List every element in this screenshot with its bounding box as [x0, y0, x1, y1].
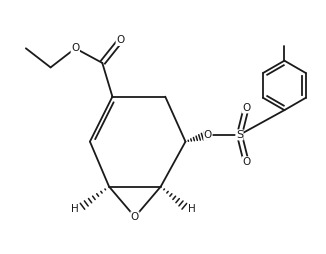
Text: O: O — [71, 43, 80, 53]
Text: O: O — [131, 212, 139, 222]
Text: H: H — [71, 204, 79, 214]
Text: O: O — [242, 103, 250, 113]
Text: S: S — [236, 130, 243, 140]
Text: O: O — [204, 130, 212, 140]
Text: O: O — [242, 157, 250, 167]
Text: O: O — [116, 36, 125, 45]
Text: H: H — [188, 204, 196, 214]
